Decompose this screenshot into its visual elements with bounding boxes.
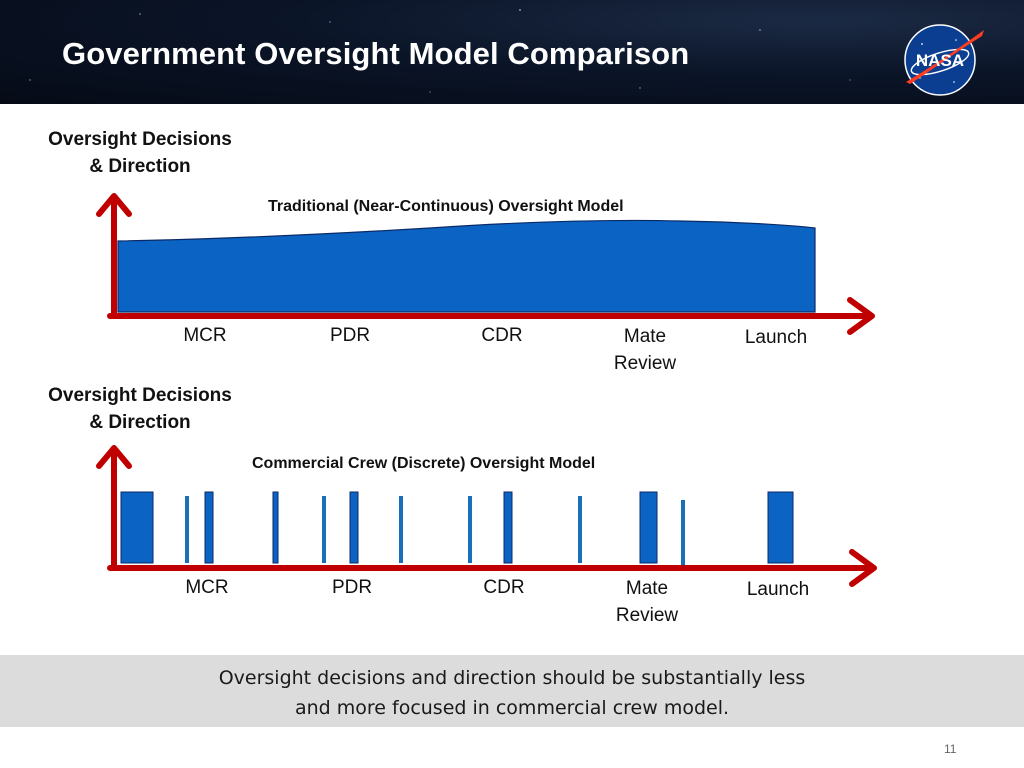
milestone-label: Review <box>615 605 679 626</box>
y-axis-arrow <box>96 193 132 319</box>
milestone-pdr: PDR <box>332 574 372 601</box>
milestone-label: CDR <box>483 577 525 598</box>
milestone-mcr: MCR <box>185 574 228 601</box>
milestone-pdr: PDR <box>330 322 370 349</box>
milestone-mcr: MCR <box>183 322 226 349</box>
page-number: 11 <box>944 742 957 756</box>
x-axis-arrow <box>107 549 877 587</box>
milestone-label: Review <box>613 353 677 374</box>
starfield-background <box>29 9 851 93</box>
y-axis-label-line: & Direction <box>89 412 191 433</box>
milestone-label: Mate <box>625 578 669 599</box>
milestone-label: MCR <box>185 577 229 598</box>
milestone-label: CDR <box>481 325 523 346</box>
milestone-label: Launch <box>746 579 810 600</box>
slide-title: Government Oversight Model Comparison <box>62 36 690 71</box>
milestone-label: Mate <box>623 326 667 347</box>
slide-header: Government Oversight Model Comparison NA… <box>0 0 1024 104</box>
milestone-cdr: CDR <box>481 322 522 349</box>
milestone-mate-review: Mate Review <box>616 575 678 629</box>
commercial-axes <box>96 445 877 587</box>
y-axis-label-line: & Direction <box>89 156 191 177</box>
discrete-bar <box>639 491 658 564</box>
continuous-oversight-area <box>117 219 816 313</box>
summary-banner: Oversight decisions and direction should… <box>0 655 1024 727</box>
oversight-diagram <box>96 193 877 587</box>
nasa-logo: NASA <box>904 24 984 96</box>
discrete-bar <box>349 491 359 564</box>
discrete-bar <box>503 491 513 564</box>
discrete-bar <box>272 491 279 564</box>
milestone-label: PDR <box>329 325 371 346</box>
commercial-model-title: Commercial Crew (Discrete) Oversight Mod… <box>252 455 596 472</box>
y-axis-label-commercial: Oversight Decisions & Direction <box>28 382 252 436</box>
milestone-launch: Launch <box>747 576 809 603</box>
discrete-bar <box>204 491 214 564</box>
milestone-launch: Launch <box>745 324 807 351</box>
milestone-label: PDR <box>331 577 373 598</box>
summary-line: Oversight decisions and direction should… <box>218 667 806 689</box>
traditional-model-title: Traditional (Near-Continuous) Oversight … <box>268 198 624 215</box>
milestone-mate-review: Mate Review <box>614 323 676 377</box>
milestone-label: Launch <box>744 327 808 348</box>
x-axis-arrow <box>107 297 875 335</box>
y-axis-label-line: Oversight Decisions <box>48 129 232 150</box>
discrete-bar <box>767 491 794 564</box>
nasa-logo-text: NASA <box>916 51 964 70</box>
discrete-oversight-lines <box>185 496 685 567</box>
discrete-bar <box>120 491 154 564</box>
discrete-oversight-bars <box>120 491 794 564</box>
y-axis-label-traditional: Oversight Decisions & Direction <box>28 126 252 180</box>
summary-line: and more focused in commercial crew mode… <box>294 697 730 719</box>
y-axis-arrow <box>96 445 132 571</box>
milestone-cdr: CDR <box>483 574 524 601</box>
summary-text: Oversight decisions and direction should… <box>0 663 1024 723</box>
milestone-label: MCR <box>183 325 227 346</box>
y-axis-label-line: Oversight Decisions <box>48 385 232 406</box>
traditional-axes <box>96 193 875 335</box>
